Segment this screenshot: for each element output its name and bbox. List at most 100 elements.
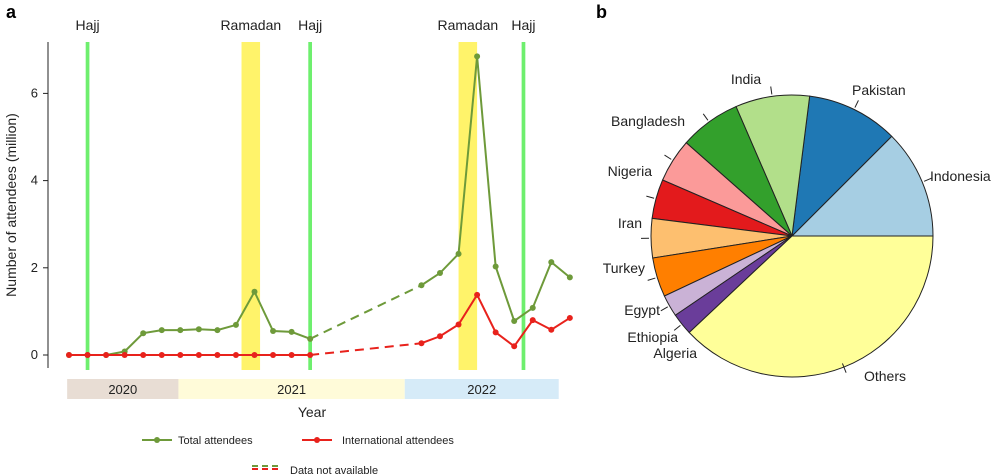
series-line-total-segment — [420, 56, 571, 323]
data-point-international — [529, 317, 536, 324]
event-label-ramadan: Ramadan — [220, 17, 281, 33]
pie-label-nigeria: Nigeria — [608, 163, 653, 179]
event-label-hajj: Hajj — [511, 17, 535, 33]
data-point-total — [214, 327, 221, 334]
legend-label-not-available: Data not available — [290, 465, 378, 476]
pie-leader-algeria — [673, 325, 681, 331]
year-label-2020: 2020 — [108, 382, 137, 397]
data-point-total — [455, 250, 462, 257]
pie-leader-iran — [646, 195, 655, 199]
data-point-international — [492, 329, 499, 336]
pie-leader-others — [841, 363, 847, 373]
legend: Total attendees International attendees … — [142, 435, 454, 476]
event-band-hajj — [308, 42, 313, 370]
year-segment-2022 — [404, 379, 559, 399]
panel-label-b: b — [596, 2, 607, 22]
event-label-ramadan: Ramadan — [437, 17, 498, 33]
data-point-total — [251, 288, 258, 295]
data-point-total — [492, 263, 499, 270]
pie-label-pakistan: Pakistan — [852, 82, 906, 98]
pie-label-algeria: Algeria — [653, 345, 697, 361]
y-axis-title: Number of attendees (million) — [3, 113, 19, 297]
data-point-international — [251, 352, 258, 358]
pie-label-others: Others — [864, 368, 906, 384]
y-tick-label: 4 — [31, 173, 38, 188]
data-point-total — [566, 274, 573, 281]
event-band-hajj — [85, 42, 90, 370]
legend-label-total: Total attendees — [178, 435, 253, 447]
pie-leader-bangladesh — [702, 113, 709, 121]
event-bands: Hajj Ramadan Hajj Ramadan Hajj — [75, 17, 536, 370]
y-tick-label: 0 — [31, 347, 38, 362]
data-point-total — [270, 328, 277, 335]
data-point-international — [566, 314, 573, 321]
x-axis-title: Year — [298, 404, 327, 420]
data-point-total — [474, 53, 481, 60]
data-point-international — [288, 352, 295, 358]
pie-chart: Indonesia Pakistan India Bangladesh Nigeria I… — [603, 71, 991, 384]
data-point-total — [177, 327, 184, 334]
pie-label-iran: Iran — [618, 215, 642, 231]
pie-leader-india — [770, 86, 773, 95]
data-point-international — [84, 352, 91, 358]
data-point-total — [232, 321, 239, 328]
year-label-2022: 2022 — [467, 382, 496, 397]
event-label-hajj: Hajj — [298, 17, 322, 33]
series-line-total-segment — [69, 289, 311, 356]
data-point-international — [66, 352, 72, 358]
legend-marker-total — [154, 437, 160, 443]
series-lines — [66, 53, 573, 358]
year-segment-2020 — [67, 379, 179, 399]
data-point-international — [548, 326, 555, 333]
pie-slice-pakistan — [791, 95, 893, 238]
legend-marker-international — [314, 437, 320, 443]
pie-slice-indonesia — [790, 135, 934, 237]
data-point-total — [418, 282, 425, 289]
data-point-total — [140, 330, 147, 337]
legend-item-international: International attendees — [302, 435, 454, 447]
year-bar: 2020 2021 2022 — [67, 379, 559, 399]
data-point-international — [418, 340, 425, 347]
data-point-international — [158, 352, 165, 358]
data-point-international — [270, 352, 277, 358]
series-line-total-missing — [309, 284, 422, 340]
data-point-international — [214, 352, 221, 358]
pie-label-turkey: Turkey — [603, 260, 645, 276]
panel-label-a: a — [6, 2, 17, 22]
legend-item-not-available: Data not available — [252, 465, 378, 476]
data-point-international — [195, 352, 202, 358]
pie-label-indonesia: Indonesia — [930, 168, 991, 184]
data-point-total — [158, 327, 165, 334]
data-point-total — [288, 328, 295, 335]
year-label-2021: 2021 — [277, 382, 306, 397]
pie-label-egypt: Egypt — [624, 302, 660, 318]
pie-label-bangladesh: Bangladesh — [611, 113, 685, 129]
legend-label-international: International attendees — [342, 435, 454, 447]
y-tick-label: 2 — [31, 260, 38, 275]
data-point-international — [103, 352, 110, 358]
year-segment-2021 — [178, 379, 405, 399]
data-point-international — [437, 333, 443, 340]
series-international — [66, 291, 573, 358]
data-point-international — [177, 352, 184, 358]
series-total — [66, 53, 573, 358]
legend-item-total: Total attendees — [142, 435, 253, 447]
pie-leader-ethiopia — [660, 306, 669, 312]
data-point-total — [511, 317, 518, 324]
data-point-international — [140, 352, 147, 358]
series-line-international-missing — [310, 342, 422, 356]
pie-label-ethiopia: Ethiopia — [627, 329, 678, 345]
data-point-total — [437, 270, 443, 277]
pie-label-india: India — [731, 71, 762, 87]
y-tick-label: 6 — [31, 85, 38, 100]
series-line-international-segment — [421, 292, 571, 348]
data-point-international — [455, 321, 462, 328]
pie-leader-indonesia — [923, 177, 932, 182]
event-band-ramadan — [241, 42, 261, 370]
event-band-hajj — [521, 42, 526, 370]
data-point-international — [307, 352, 314, 358]
data-point-international — [121, 352, 128, 358]
y-ticks: 0 2 4 6 — [31, 85, 48, 362]
data-point-international — [232, 352, 239, 358]
